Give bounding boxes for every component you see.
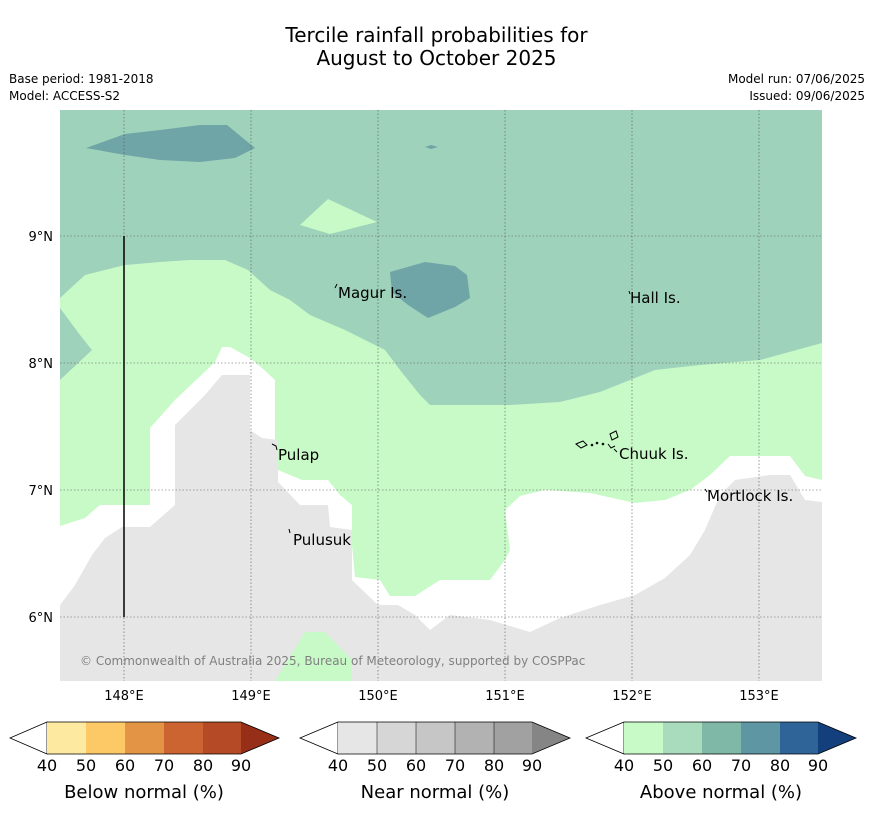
region-above-60-70-central — [390, 262, 470, 318]
island-chuuk — [575, 430, 619, 453]
colorbar-near-40-50 — [338, 722, 377, 754]
lon-label-152: 152°E — [612, 689, 652, 704]
graticule — [60, 110, 822, 681]
region-above-60-70-dot — [425, 145, 438, 149]
map-title-line2: August to October 2025 — [316, 46, 557, 70]
colorbar-near-tick-50: 50 — [367, 756, 387, 775]
place-label-pulap: Pulap — [278, 446, 319, 464]
longitude-labels: 148°E 149°E 150°E 151°E 152°E 153°E — [104, 689, 779, 704]
lon-label-150: 150°E — [358, 689, 398, 704]
region-above-40-50-south — [275, 632, 352, 681]
colorbar-above-80-90 — [780, 722, 818, 754]
colorbar-above-70-80 — [741, 722, 780, 754]
place-label-chuuk: Chuuk Is. — [619, 445, 688, 463]
colorbar-below-tick-50: 50 — [76, 756, 96, 775]
colorbar-near-tick-60: 60 — [406, 756, 426, 775]
colorbar-above-tick-50: 50 — [653, 756, 673, 775]
lon-label-153: 153°E — [739, 689, 779, 704]
colorbar-above-under — [584, 721, 625, 755]
colorbar-above-50-60 — [663, 722, 702, 754]
colorbar-below-over — [241, 722, 279, 754]
model-run-date: Model run: 07/06/2025 — [727, 72, 865, 86]
lat-label-8n: 8°N — [29, 357, 54, 372]
colorbar-below-70-80 — [164, 722, 203, 754]
map-title-line1: Tercile rainfall probabilities for — [285, 23, 588, 47]
place-label-mortlock: Mortlock Is. — [707, 487, 793, 505]
colorbar-below-tick-80: 80 — [193, 756, 213, 775]
colorbar-below-60-70 — [125, 722, 164, 754]
place-labels: Magur Is. Hall Is. Pulap Chuuk Is. Mortl… — [278, 284, 793, 549]
colorbar-above-label: Above normal (%) — [640, 782, 802, 803]
lat-label-9n: 9°N — [29, 230, 54, 245]
lat-label-7n: 7°N — [29, 484, 54, 499]
lon-label-149: 149°E — [231, 689, 271, 704]
colorbar-near-60-70 — [416, 722, 455, 754]
colorbar-below-50-60 — [86, 722, 125, 754]
lon-label-151: 151°E — [485, 689, 525, 704]
colorbar-below-40-50 — [47, 722, 86, 754]
colorbar-above-tick-60: 60 — [692, 756, 712, 775]
latitude-labels: 9°N 8°N 7°N 6°N — [29, 230, 54, 626]
colorbar-below-80-90 — [203, 722, 241, 754]
colorbar-near-80-90 — [494, 722, 532, 754]
colorbar-above-tick-40: 40 — [614, 756, 634, 775]
island-pulusuk — [288, 528, 291, 534]
issued-date: Issued: 09/06/2025 — [749, 89, 865, 103]
island-hall — [628, 290, 631, 295]
lat-label-6n: 6°N — [29, 611, 54, 626]
region-above-60-70-northwest — [86, 125, 255, 162]
colorbar-near-tick-80: 80 — [484, 756, 504, 775]
island-mortlock — [704, 488, 708, 493]
probability-regions — [60, 110, 822, 681]
place-label-magur: Magur Is. — [338, 284, 407, 302]
colorbar-above: 40 50 60 70 80 90 Above normal (%) — [584, 721, 858, 803]
lon-label-148: 148°E — [104, 689, 144, 704]
region-above-50-60-west — [60, 308, 92, 380]
colorbar-near-label: Near normal (%) — [361, 782, 510, 803]
island-magur — [334, 283, 338, 289]
colorbar-near-over — [532, 722, 570, 754]
colorbar-above-over — [818, 722, 856, 754]
colorbar-near-tick-40: 40 — [328, 756, 348, 775]
colorbar-below-tick-90: 90 — [231, 756, 251, 775]
region-near-40-50 — [60, 375, 822, 681]
island-outlines — [271, 283, 708, 534]
colorbar-near: 40 50 60 70 80 90 Near normal (%) — [298, 721, 572, 803]
colorbar-near-tick-70: 70 — [445, 756, 465, 775]
colorbar-below-tick-60: 60 — [115, 756, 135, 775]
colorbar-near-under — [298, 721, 339, 755]
colorbar-above-40-50 — [624, 722, 663, 754]
colorbar-above-tick-70: 70 — [731, 756, 751, 775]
colorbar-below-label: Below normal (%) — [64, 782, 224, 803]
colorbar-near-50-60 — [377, 722, 416, 754]
copyright-notice: © Commonwealth of Australia 2025, Bureau… — [80, 654, 585, 668]
place-label-hall: Hall Is. — [630, 289, 681, 307]
colorbar-below: 40 50 60 70 80 90 Below normal (%) — [8, 721, 281, 803]
colorbar-near-tick-90: 90 — [522, 756, 542, 775]
region-above-50-60-north — [60, 110, 822, 405]
colorbar-below-under — [8, 721, 48, 755]
colorbar-below-tick-70: 70 — [154, 756, 174, 775]
island-pulap — [271, 443, 278, 451]
colorbar-above-60-70 — [702, 722, 741, 754]
place-label-pulusuk: Pulusuk — [293, 531, 351, 549]
colorbar-near-70-80 — [455, 722, 494, 754]
model-name: Model: ACCESS-S2 — [9, 89, 121, 103]
colorbar-below-tick-40: 40 — [37, 756, 57, 775]
colorbar-above-tick-90: 90 — [808, 756, 828, 775]
colorbar-above-tick-80: 80 — [770, 756, 790, 775]
base-period: Base period: 1981-2018 — [9, 72, 154, 86]
region-above-40-50-pocket — [300, 199, 377, 234]
